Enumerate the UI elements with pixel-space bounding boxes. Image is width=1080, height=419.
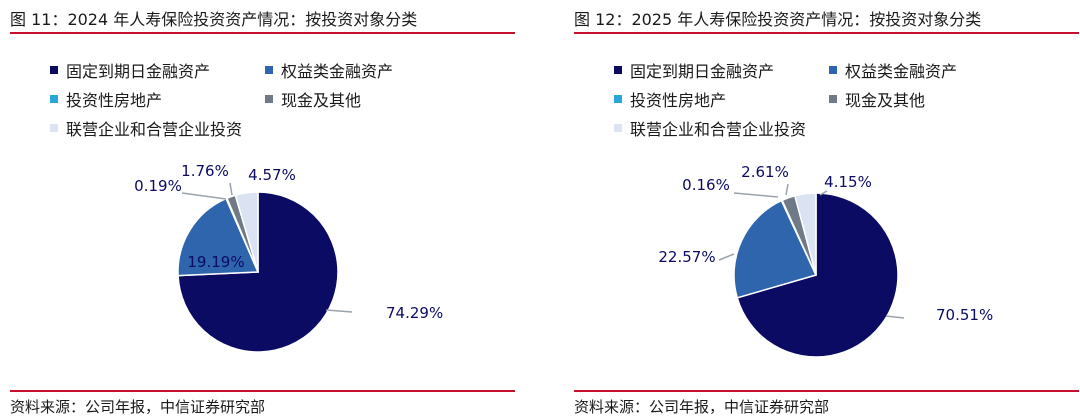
legend-item-investment-property: 投资性房地产 — [50, 87, 162, 111]
data-label-associates-jv: 4.15% — [824, 173, 872, 191]
data-label-cash-other: 2.61% — [741, 163, 789, 181]
data-label-investment-property: 0.16% — [682, 176, 730, 194]
source-rule — [574, 390, 1079, 392]
pie-slice-equity — [733, 199, 818, 299]
legend-item-fixed-maturity: 固定到期日金融资产 — [614, 58, 774, 82]
pie-chart: 74.29% 19.19% 0.19%1.76% 4.57% — [134, 162, 443, 353]
legend-label: 联营企业和合营企业投资 — [630, 120, 807, 139]
pie-slice-fixed-maturity — [736, 192, 899, 358]
legend-label: 联营企业和合营企业投资 — [66, 120, 243, 139]
legend-label: 固定到期日金融资产 — [630, 62, 775, 81]
legend-item-associates-jv: 联营企业和合营企业投资 — [614, 116, 806, 140]
legend-swatch — [50, 66, 58, 74]
chart-panel-2025: 图 12：2025 年人寿保险投资资产情况：按投资对象分类 固定到期日金融资产 … — [564, 0, 1080, 419]
legend-item-cash-other: 现金及其他 — [265, 87, 361, 111]
legend-item-equity: 权益类金融资产 — [829, 58, 957, 82]
data-label-associates-jv: 4.57% — [248, 166, 296, 184]
legend-swatch — [614, 124, 622, 132]
legend-swatch — [829, 66, 837, 74]
legend-swatch — [614, 95, 622, 103]
leader-line-investment-property — [181, 192, 227, 200]
legend-swatch — [50, 124, 58, 132]
legend-swatch — [265, 66, 273, 74]
legend-swatch — [614, 66, 622, 74]
data-label-fixed-maturity: 74.29% — [386, 304, 443, 322]
legend-swatch — [50, 95, 58, 103]
legend-item-fixed-maturity: 固定到期日金融资产 — [50, 58, 210, 82]
legend-label: 投资性房地产 — [630, 91, 727, 110]
title-rule — [574, 32, 1079, 34]
source-note: 资料来源：公司年报，中信证券研究部 — [10, 398, 266, 416]
pie-slice-associates-jv — [234, 191, 259, 273]
legend-label: 权益类金融资产 — [281, 62, 394, 81]
legend-item-cash-other: 现金及其他 — [829, 87, 925, 111]
legend-item-associates-jv: 联营企业和合营企业投资 — [50, 116, 242, 140]
pie-chart: 70.51% 22.57% 0.16% 2.61% 4.15% — [658, 163, 993, 358]
chart-panel-2024: 图 11：2024 年人寿保险投资资产情况：按投资对象分类 固定到期日金融资产 … — [0, 0, 520, 419]
legend-label: 投资性房地产 — [66, 91, 163, 110]
legend-label: 固定到期日金融资产 — [66, 62, 211, 81]
leader-line-cash-other — [785, 183, 789, 196]
legend-item-equity: 权益类金融资产 — [265, 58, 393, 82]
legend-label: 权益类金融资产 — [845, 62, 958, 81]
figure-title: 图 11：2024 年人寿保险投资资产情况：按投资对象分类 — [10, 10, 418, 29]
source-note: 资料来源：公司年报，中信证券研究部 — [574, 398, 830, 416]
pie-slice-associates-jv — [793, 192, 817, 276]
figure-title: 图 12：2025 年人寿保险投资资产情况：按投资对象分类 — [574, 10, 982, 29]
data-label-equity: 19.19% — [187, 253, 244, 271]
title-rule — [10, 32, 515, 34]
leader-line-equity — [718, 253, 735, 261]
data-label-fixed-maturity: 70.51% — [936, 306, 993, 324]
leader-line-investment-property — [733, 192, 779, 198]
leader-line-cash-other — [229, 182, 233, 196]
source-rule — [10, 390, 515, 392]
pie-slice-equity — [177, 197, 260, 277]
legend-label: 现金及其他 — [845, 91, 926, 110]
leader-line-fixed-maturity — [885, 315, 905, 319]
legend-swatch — [265, 95, 273, 103]
leader-line-associates-jv — [819, 190, 828, 196]
data-label-cash-other: 1.76% — [181, 162, 229, 180]
legend-label: 现金及其他 — [281, 91, 362, 110]
data-label-investment-property: 0.19% — [134, 177, 182, 195]
leader-line-fixed-maturity — [325, 309, 353, 313]
legend-item-investment-property: 投资性房地产 — [614, 87, 726, 111]
data-label-equity: 22.57% — [658, 248, 715, 266]
legend-swatch — [829, 95, 837, 103]
